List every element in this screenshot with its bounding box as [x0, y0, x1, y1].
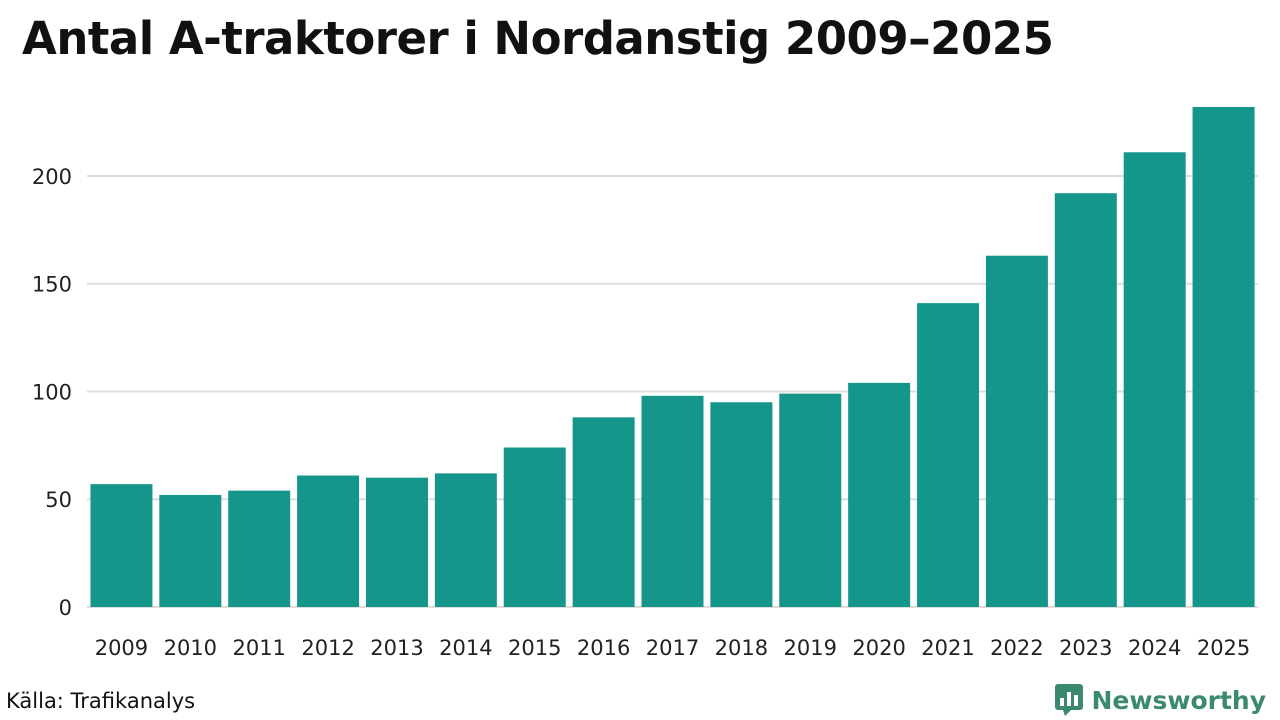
x-tick-label: 2023 — [1059, 636, 1112, 660]
x-tick-label: 2019 — [784, 636, 837, 660]
x-tick-label: 2022 — [990, 636, 1043, 660]
bars — [90, 107, 1255, 608]
x-tick-label: 2017 — [646, 636, 699, 660]
bar-2011 — [228, 490, 291, 607]
x-tick-label: 2012 — [301, 636, 354, 660]
x-tick-label: 2016 — [577, 636, 630, 660]
bar-2017 — [641, 395, 704, 607]
bar-2018 — [710, 402, 773, 607]
x-tick-label: 2020 — [852, 636, 905, 660]
bar-2019 — [779, 393, 842, 607]
y-tick-label: 0 — [59, 596, 72, 620]
bar-2012 — [297, 475, 360, 607]
y-tick-label: 200 — [32, 165, 72, 189]
x-tick-label: 2018 — [715, 636, 768, 660]
bar-2009 — [90, 484, 153, 607]
bar-chart-bubble-icon — [1054, 684, 1083, 716]
bar-2014 — [434, 473, 497, 607]
x-tick-label: 2015 — [508, 636, 561, 660]
bar-2025 — [1192, 107, 1255, 607]
bar-2022 — [985, 255, 1048, 607]
chart-title: Antal A-traktorer i Nordanstig 2009–2025 — [22, 12, 1054, 65]
bar-2021 — [917, 303, 980, 607]
brand[interactable]: Newsworthy — [1054, 683, 1267, 717]
y-tick-label: 50 — [45, 488, 72, 512]
bar-2016 — [572, 417, 635, 607]
brand-name: Newsworthy — [1091, 685, 1267, 715]
bar-2024 — [1123, 152, 1186, 608]
x-tick-label: 2021 — [921, 636, 974, 660]
x-tick-label: 2011 — [232, 636, 285, 660]
y-tick-label: 100 — [32, 380, 72, 404]
x-tick-label: 2010 — [164, 636, 217, 660]
x-tick-label: 2014 — [439, 636, 492, 660]
x-tick-label: 2009 — [95, 636, 148, 660]
x-axis-ticks: 2009 2010 2011 2012 2013 2014 2015 2016 2017 2018… — [95, 636, 1251, 660]
bar-2015 — [503, 447, 566, 607]
bar-2020 — [848, 382, 911, 607]
y-axis-ticks: 0 50 100 150 200 — [32, 165, 72, 620]
bar-2013 — [365, 477, 428, 607]
x-tick-label: 2025 — [1197, 636, 1250, 660]
x-tick-label: 2013 — [370, 636, 423, 660]
bar-2023 — [1054, 193, 1117, 607]
y-tick-label: 150 — [32, 273, 72, 297]
source-note: Källa: Trafikanalys — [6, 689, 196, 713]
x-tick-label: 2024 — [1128, 636, 1181, 660]
bar-2010 — [159, 494, 222, 607]
